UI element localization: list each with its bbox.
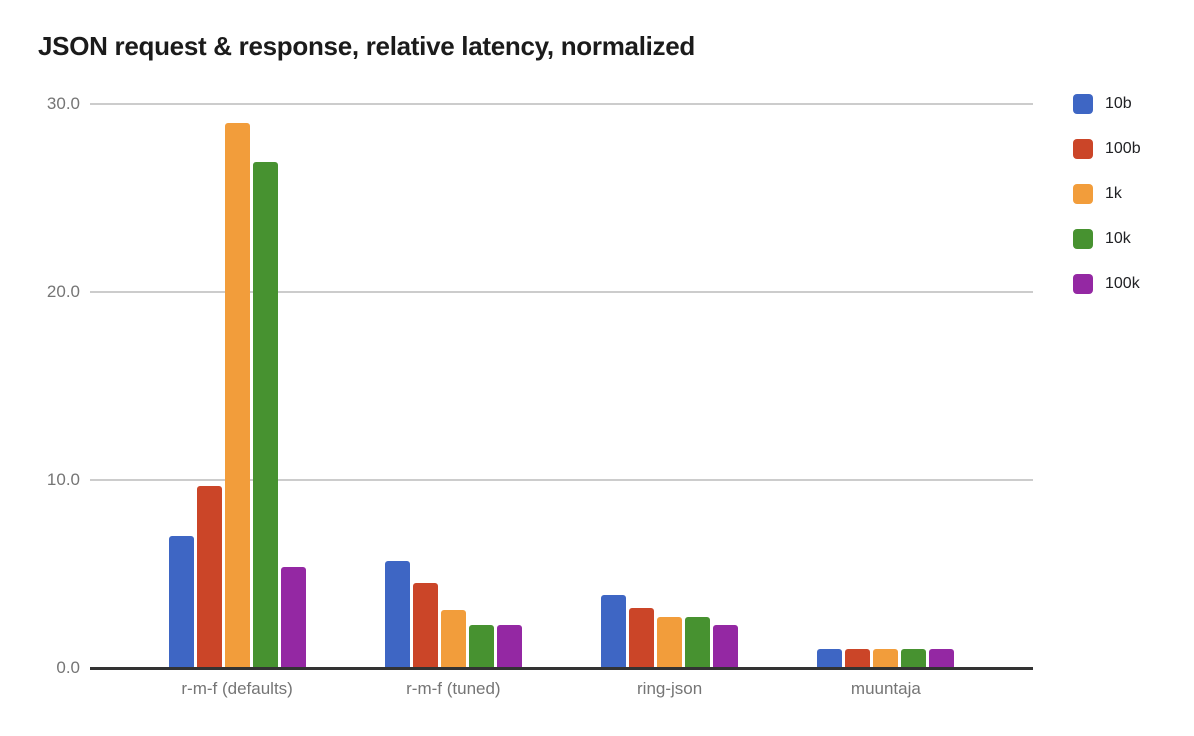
bar-1k-1 [224,122,250,668]
gridline-30.0 [90,103,1033,105]
bars [345,560,561,668]
legend-label: 1k [1105,185,1122,202]
bar-100b-4 [845,649,871,668]
bar-10b-2 [384,560,410,668]
legend-swatch-10k [1073,229,1093,249]
legend-label: 10b [1105,95,1132,112]
bar-1k-4 [873,649,899,668]
legend-swatch-100k [1073,274,1093,294]
gridline-20.0 [90,291,1033,293]
bars [129,122,345,668]
bar-100k-1 [280,566,306,668]
y-tick-label: 20.0 [46,282,80,301]
legend-swatch-10b [1073,94,1093,114]
bar-100b-1 [196,485,222,668]
x-axis-label: muuntaja [850,679,921,698]
chart-title: JSON request & response, relative latenc… [38,31,695,61]
bar-100k-2 [496,624,522,668]
legend-item-10k: 10k [1073,229,1141,249]
legend-item-10b: 10b [1073,94,1141,114]
plot-area: r-m-f (defaults) r-m-f (tuned) ring-json mu… [90,103,1033,698]
y-tick-label: 30.0 [46,94,80,113]
bar-10k-2 [468,624,494,668]
bars [562,594,778,668]
bar-10b-3 [601,594,627,668]
legend-item-1k: 1k [1073,184,1141,204]
y-tick-label: 0.0 [56,658,80,677]
legend-swatch-100b [1073,139,1093,159]
x-axis-baseline [90,667,1033,670]
bar-group-r-m-f-tuned-: r-m-f (tuned) [345,104,561,698]
bar-group-muuntaja: muuntaja [778,104,994,698]
y-tick-label: 10.0 [46,470,80,489]
bar-group-r-m-f-defaults-: r-m-f (defaults) [129,104,345,698]
bar-10k-1 [252,162,278,668]
y-axis: 30.0 20.0 10.0 0.0 [0,94,80,677]
bar-10k-4 [901,649,927,668]
bar-100b-3 [629,607,655,668]
bar-100b-2 [412,583,438,668]
bar-1k-2 [440,609,466,668]
bar-group-ring-json: ring-json [562,104,778,698]
legend-swatch-1k [1073,184,1093,204]
x-axis-label: r-m-f (tuned) [406,679,501,698]
bar-10k-3 [685,617,711,668]
gridline-10.0 [90,479,1033,481]
x-axis-label: ring-json [637,679,703,698]
bar-groups: r-m-f (defaults) r-m-f (tuned) ring-json mu… [90,104,1033,698]
bars [778,649,994,668]
x-axis-label: r-m-f (defaults) [181,679,293,698]
legend-label: 10k [1105,230,1131,247]
legend-item-100k: 100k [1073,274,1141,294]
legend-label: 100b [1105,140,1141,157]
bar-100k-3 [713,624,739,668]
bar-1k-3 [657,617,683,668]
bar-10b-1 [168,536,194,668]
legend-label: 100k [1105,275,1140,292]
legend-item-100b: 100b [1073,139,1141,159]
legend: 10b 100b 1k 10k 100k [1073,94,1141,294]
bar-100k-4 [929,649,955,668]
bar-10b-4 [817,649,843,668]
